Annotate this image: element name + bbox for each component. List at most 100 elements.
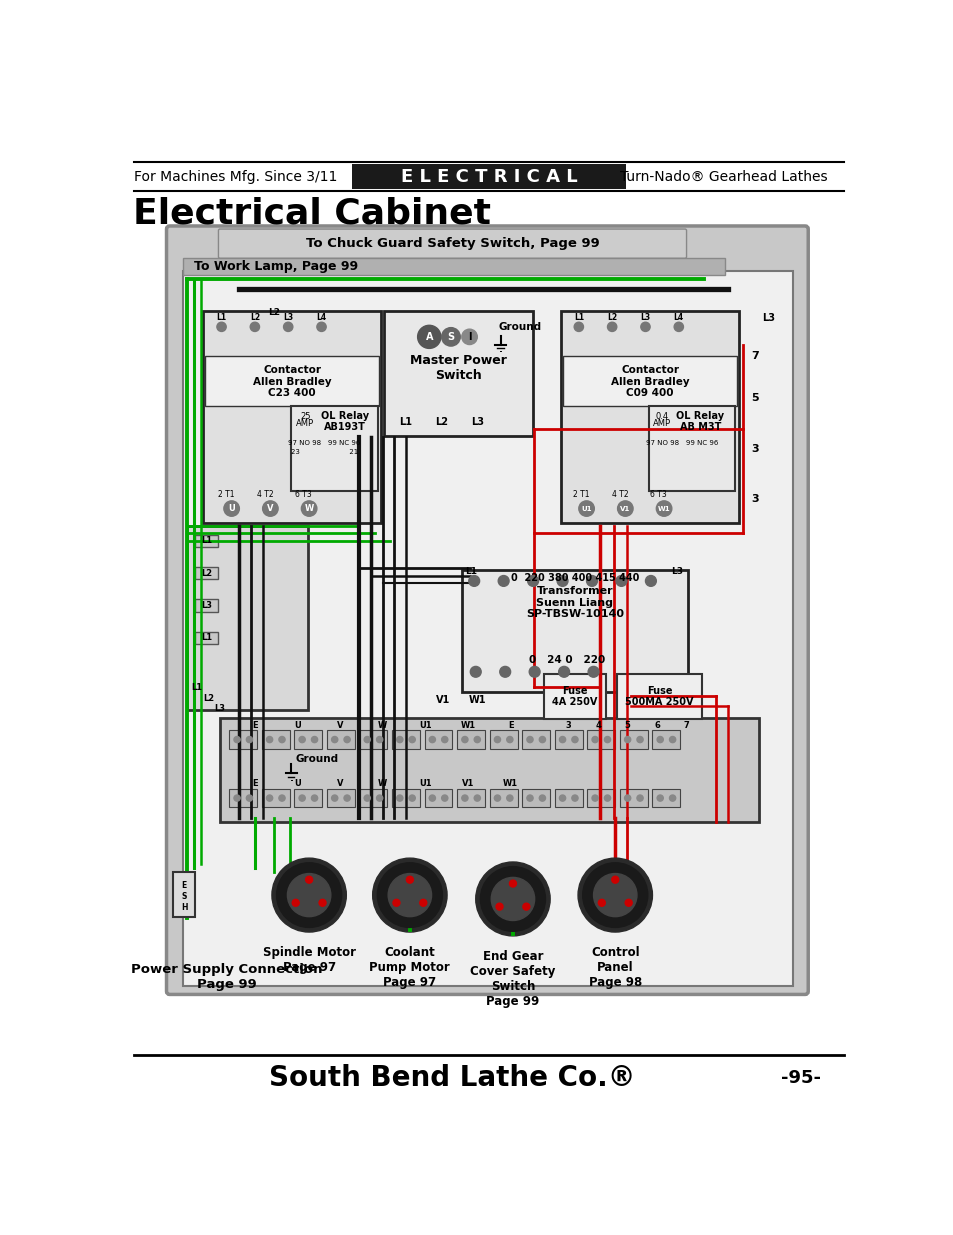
Circle shape — [305, 877, 313, 883]
Text: AMP: AMP — [652, 420, 670, 429]
Text: Control
Panel
Page 98: Control Panel Page 98 — [588, 946, 641, 989]
Bar — [173, 872, 195, 916]
Bar — [424, 789, 452, 808]
Bar — [560, 311, 739, 524]
Circle shape — [376, 795, 382, 802]
Text: 2 T1: 2 T1 — [573, 490, 589, 499]
Text: L1: L1 — [201, 634, 213, 642]
Text: 3: 3 — [750, 494, 758, 504]
Text: 0  220 380 400 415 440: 0 220 380 400 415 440 — [510, 573, 639, 583]
Bar — [562, 356, 736, 406]
Bar — [352, 163, 625, 189]
Circle shape — [287, 873, 331, 916]
Text: Transformer
Suenn Liang
SP-TBSW-10140: Transformer Suenn Liang SP-TBSW-10140 — [525, 585, 623, 619]
Circle shape — [491, 877, 534, 920]
Bar — [261, 789, 290, 808]
Text: L3: L3 — [671, 567, 682, 577]
Circle shape — [494, 736, 500, 742]
Text: To Chuck Guard Safety Switch, Page 99: To Chuck Guard Safety Switch, Page 99 — [305, 237, 598, 251]
Bar — [521, 730, 550, 748]
Text: Ground: Ground — [498, 322, 541, 332]
Circle shape — [266, 736, 273, 742]
Bar — [461, 571, 687, 692]
Circle shape — [474, 795, 480, 802]
Circle shape — [586, 576, 597, 587]
Circle shape — [311, 795, 317, 802]
Text: U: U — [294, 721, 300, 730]
Circle shape — [318, 899, 326, 906]
Circle shape — [558, 667, 569, 677]
Text: U: U — [294, 779, 300, 788]
Circle shape — [645, 576, 656, 587]
Circle shape — [499, 667, 510, 677]
Text: L3: L3 — [761, 312, 775, 322]
Circle shape — [417, 325, 440, 348]
Bar — [619, 730, 647, 748]
Circle shape — [529, 667, 539, 677]
Bar — [291, 406, 377, 490]
Text: 4: 4 — [595, 721, 600, 730]
Circle shape — [604, 795, 610, 802]
Circle shape — [480, 867, 545, 931]
Circle shape — [578, 858, 652, 932]
Circle shape — [278, 795, 285, 802]
Bar — [183, 272, 793, 986]
Circle shape — [669, 795, 675, 802]
Circle shape — [476, 862, 550, 936]
Text: L3: L3 — [283, 314, 293, 322]
Circle shape — [409, 736, 415, 742]
Text: U1: U1 — [580, 505, 591, 511]
Circle shape — [578, 501, 594, 516]
Bar — [555, 789, 582, 808]
Text: A: A — [425, 332, 433, 342]
Bar — [261, 730, 290, 748]
Bar — [203, 311, 381, 524]
Text: L1: L1 — [399, 416, 412, 426]
Text: U1: U1 — [418, 721, 432, 730]
Circle shape — [441, 327, 459, 346]
Circle shape — [250, 322, 259, 331]
Circle shape — [624, 795, 630, 802]
Circle shape — [598, 899, 605, 906]
Text: 7: 7 — [750, 351, 758, 361]
Text: L2: L2 — [201, 569, 213, 578]
Circle shape — [461, 795, 468, 802]
Bar — [392, 789, 419, 808]
Circle shape — [396, 736, 402, 742]
Text: V: V — [267, 504, 274, 513]
Circle shape — [246, 795, 253, 802]
Bar — [489, 730, 517, 748]
Circle shape — [592, 795, 598, 802]
Text: Electrical Cabinet: Electrical Cabinet — [133, 196, 491, 231]
Circle shape — [461, 736, 468, 742]
Bar — [359, 789, 387, 808]
Circle shape — [262, 501, 278, 516]
Bar — [327, 730, 355, 748]
Text: L3: L3 — [639, 314, 650, 322]
Bar — [294, 789, 322, 808]
Bar — [587, 730, 615, 748]
Circle shape — [571, 736, 578, 742]
Bar — [229, 730, 257, 748]
Text: W: W — [377, 779, 387, 788]
Circle shape — [344, 736, 350, 742]
Bar — [220, 718, 758, 823]
Circle shape — [611, 877, 618, 883]
Circle shape — [301, 501, 316, 516]
Circle shape — [497, 576, 509, 587]
Bar — [384, 311, 533, 436]
Circle shape — [637, 736, 642, 742]
Text: AMP: AMP — [295, 420, 314, 429]
Circle shape — [468, 576, 479, 587]
Circle shape — [593, 873, 637, 916]
Circle shape — [592, 736, 598, 742]
Bar — [619, 789, 647, 808]
Circle shape — [558, 795, 565, 802]
Circle shape — [441, 795, 447, 802]
Circle shape — [292, 899, 299, 906]
Text: S: S — [181, 892, 187, 902]
Text: L1: L1 — [201, 536, 213, 546]
Text: W1: W1 — [468, 695, 485, 705]
Text: V1: V1 — [436, 695, 450, 705]
Circle shape — [506, 795, 513, 802]
